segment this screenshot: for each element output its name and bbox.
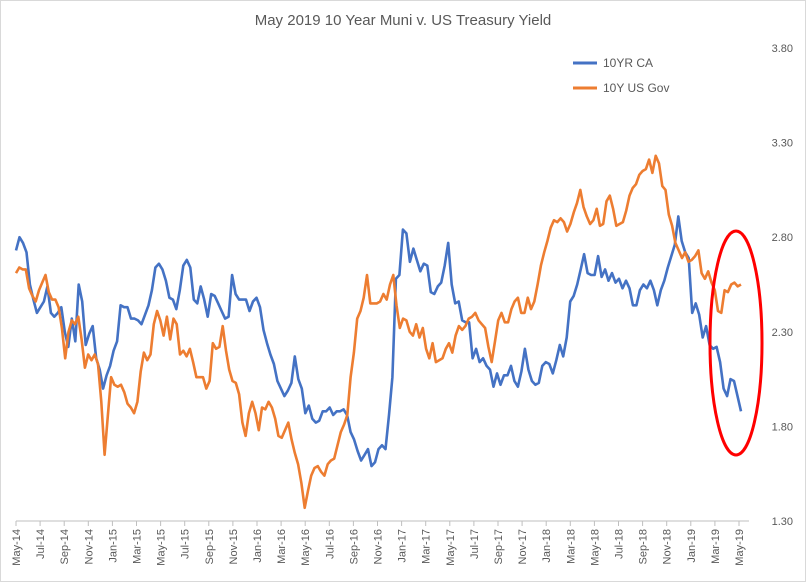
x-tick-label: Nov-15: [228, 529, 240, 564]
y-tick-label: 1.30: [772, 516, 793, 528]
x-tick-label: Nov-17: [517, 529, 529, 564]
x-tick-label: Sep-18: [638, 529, 650, 564]
legend-label: 10Y US Gov: [603, 81, 669, 95]
x-tick-label: May-16: [300, 529, 312, 566]
x-tick-label: Jan-17: [397, 529, 409, 563]
y-tick-label: 2.80: [772, 232, 793, 244]
x-tick-label: Jan-19: [686, 529, 698, 563]
axes: May-14 Jul-14 Sep-14 Nov-14 Jan-15 Mar-15 May-…: [11, 43, 793, 566]
x-tick-label: Jul-18: [614, 529, 626, 559]
x-tick-label: Jul-17: [469, 529, 481, 559]
plot-area: [14, 154, 743, 510]
x-tick-label: Jul-16: [324, 529, 336, 559]
x-tick-label: Mar-19: [710, 529, 722, 564]
x-tick-label: Nov-16: [373, 529, 385, 564]
x-tick-label: Mar-17: [421, 529, 433, 564]
x-tick-label: Sep-14: [59, 529, 71, 564]
x-tick-label: Nov-18: [662, 529, 674, 564]
y-tick-label: 3.30: [772, 138, 793, 150]
x-tick-label: Jan-18: [541, 529, 553, 563]
legend: 10YR CA 10Y US Gov: [573, 56, 669, 95]
y-tick-label: 3.80: [772, 43, 793, 55]
x-tick-label: Sep-15: [204, 529, 216, 564]
x-tick-label: Jan-16: [252, 529, 264, 563]
x-tick-label: Nov-14: [83, 529, 95, 564]
x-tick-label: Mar-15: [132, 529, 144, 564]
x-tick-label: May-19: [734, 529, 746, 566]
chart-title: May 2019 10 Year Muni v. US Treasury Yie…: [255, 12, 552, 29]
x-tick-label: Jul-14: [35, 529, 47, 559]
y-tick-label: 1.80: [772, 421, 793, 433]
series-line-us-gov: [14, 154, 742, 510]
annotation-circle: [708, 229, 764, 457]
x-tick-label: Jan-15: [107, 529, 119, 563]
x-tick-label: Sep-16: [348, 529, 360, 564]
x-tick-label: Mar-16: [276, 529, 288, 564]
y-tick-label: 2.30: [772, 327, 793, 339]
x-tick-label: May-14: [11, 529, 23, 566]
x-tick-label: Mar-18: [565, 529, 577, 564]
x-tick-label: May-17: [445, 529, 457, 566]
x-tick-label: Jul-15: [180, 529, 192, 559]
series-line-ca: [14, 215, 743, 468]
x-tick-label: May-15: [156, 529, 168, 566]
legend-label: 10YR CA: [603, 56, 653, 70]
x-tick-label: May-18: [589, 529, 601, 566]
x-tick-label: Sep-17: [493, 529, 505, 564]
